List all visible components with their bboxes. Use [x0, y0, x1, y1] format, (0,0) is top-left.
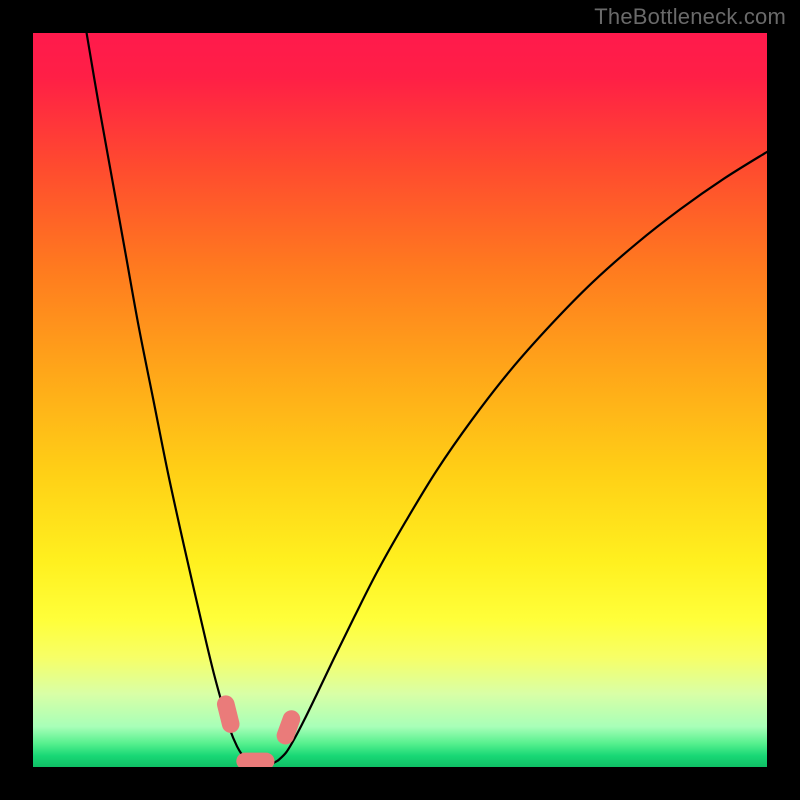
curve-left-branch [87, 33, 248, 761]
curve-right-branch [278, 152, 767, 760]
marker-capsule-0 [215, 694, 241, 735]
marker-capsule-2 [236, 753, 274, 767]
watermark-text: TheBottleneck.com [594, 4, 786, 30]
curve-layer [33, 33, 767, 767]
marker-capsule-1 [274, 708, 303, 747]
plot-area [33, 33, 767, 767]
